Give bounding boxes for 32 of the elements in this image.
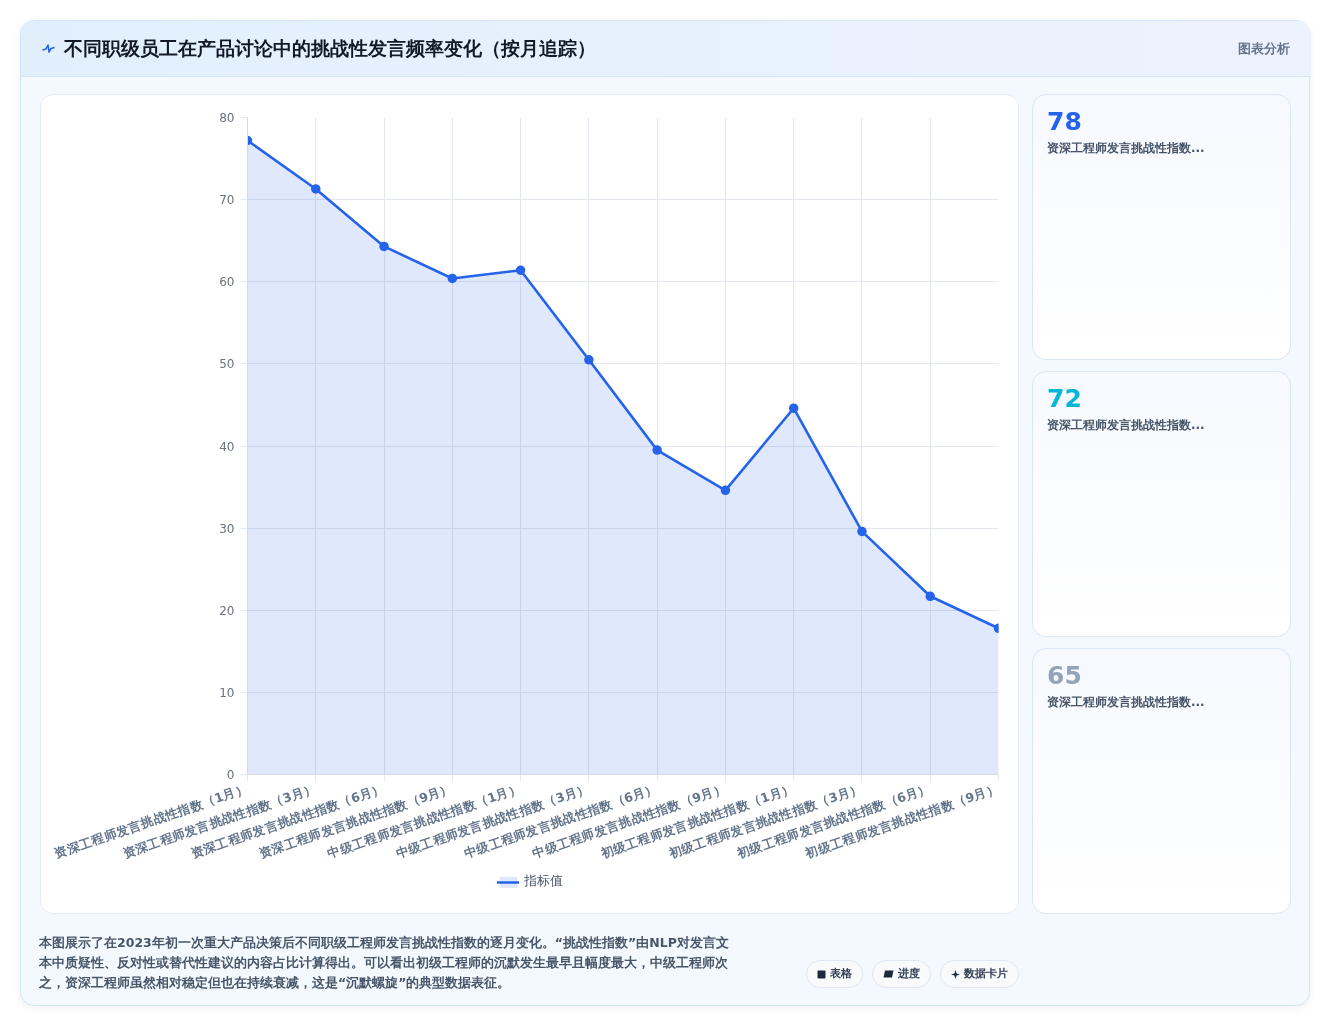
- y-tick-label: 50: [219, 357, 235, 372]
- text: 65: [1047, 661, 1083, 691]
- y-tick-label: 10: [219, 685, 235, 700]
- text: 78: [1047, 107, 1083, 137]
- point: [857, 526, 867, 537]
- text: 资深工程师发言挑战性指数...: [1047, 694, 1206, 711]
- point: [447, 273, 458, 284]
- legend-label: 指标值: [524, 873, 564, 890]
- point: [379, 241, 389, 252]
- text: 表格: [830, 966, 852, 982]
- point: [584, 355, 594, 365]
- text: 图表分析: [1238, 39, 1290, 58]
- point: [788, 403, 799, 413]
- y-tick-label: 60: [219, 275, 235, 290]
- y-tick-label: 70: [219, 193, 235, 208]
- y-tick-label: 40: [219, 439, 235, 454]
- point: [720, 485, 731, 496]
- text: 进度: [898, 966, 920, 982]
- y-tick-label: 20: [219, 603, 235, 618]
- point: [925, 591, 935, 602]
- point: [311, 184, 321, 194]
- text: 资深工程师发言挑战性指数...: [1047, 417, 1206, 434]
- chart-title: 不同职级员工在产品讨论中的挑战性发言频率变化（按月追踪）: [64, 35, 596, 61]
- text: 数据卡片: [964, 966, 1008, 982]
- y-tick-label: 80: [219, 111, 235, 125]
- point: [652, 445, 662, 455]
- text: 资深工程师发言挑战性指数...: [1047, 140, 1206, 157]
- point: [515, 265, 526, 275]
- text: 本图展示了在2023年初一次重大产品决策后不同职级工程师发言挑战性指数的逐月变化。“挑战性指数”由NLP对发言文本中质疑性、反对性或替代性建议的内容占比计算得出。可以看出初级工程师的沉默发生最早且幅度最大，中级工程师次之，资深工程师虽然相对稳定但也在持续衰减，这是“沉默螺旋”的典型数据表征。: [39, 934, 729, 992]
- y-tick-label: 0: [226, 768, 235, 782]
- text: 72: [1047, 384, 1083, 414]
- y-tick-label: 30: [219, 521, 235, 536]
